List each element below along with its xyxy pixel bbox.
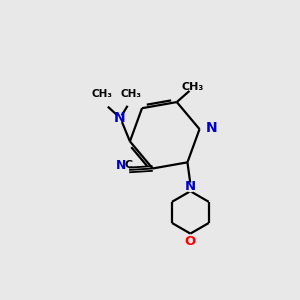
Text: N: N xyxy=(114,111,125,125)
Text: C: C xyxy=(124,160,133,170)
Text: N: N xyxy=(185,180,196,193)
Text: O: O xyxy=(185,235,196,248)
Text: CH₃: CH₃ xyxy=(182,82,204,92)
Text: N: N xyxy=(116,159,126,172)
Text: N: N xyxy=(206,121,217,135)
Text: CH₃: CH₃ xyxy=(92,89,112,99)
Text: CH₃: CH₃ xyxy=(120,89,141,99)
